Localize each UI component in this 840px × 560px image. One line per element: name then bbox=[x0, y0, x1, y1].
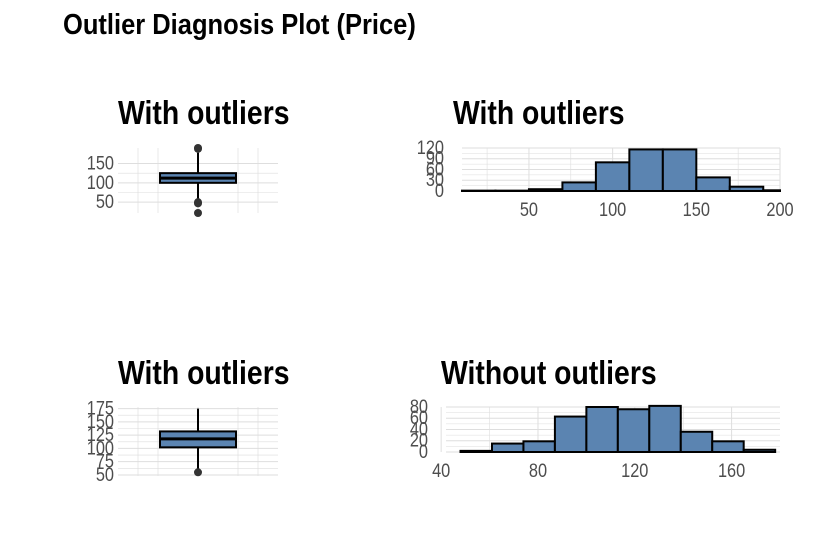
x-tick-label: 80 bbox=[529, 460, 547, 481]
x-tick-label: 160 bbox=[718, 460, 745, 481]
histogram-bar bbox=[594, 161, 631, 192]
histogram-bar bbox=[553, 415, 588, 453]
histogram-bar bbox=[561, 181, 597, 192]
histogram-bar bbox=[742, 448, 777, 453]
y-tick-label: 60 bbox=[426, 158, 444, 179]
y-tick-label: 175 bbox=[87, 397, 114, 418]
page-title: Outlier Diagnosis Plot (Price) bbox=[63, 7, 416, 40]
y-tick-label: 125 bbox=[87, 424, 114, 445]
panel-title: Without outliers bbox=[441, 354, 657, 392]
y-tick-label: 150 bbox=[87, 411, 114, 432]
histogram-bar bbox=[616, 408, 651, 453]
x-tick-label: 200 bbox=[766, 199, 793, 220]
histogram-bar bbox=[490, 442, 525, 453]
histogram-bar bbox=[585, 406, 619, 453]
y-tick-label: 60 bbox=[410, 407, 428, 428]
y-tick-label: 150 bbox=[87, 152, 114, 173]
x-tick-label: 120 bbox=[621, 460, 648, 481]
histogram-bar bbox=[695, 176, 731, 192]
y-tick-label: 50 bbox=[96, 464, 114, 485]
outlier-point bbox=[194, 468, 202, 477]
histogram-bar bbox=[527, 188, 564, 192]
histogram-bar bbox=[661, 148, 698, 192]
x-tick-label: 100 bbox=[599, 199, 626, 220]
panel-title: With outliers bbox=[118, 354, 290, 392]
panel-title: With outliers bbox=[118, 94, 290, 132]
histogram-bar bbox=[628, 148, 664, 192]
y-tick-label: 90 bbox=[426, 148, 444, 169]
y-tick-label: 75 bbox=[96, 451, 114, 472]
x-tick-label: 50 bbox=[520, 199, 538, 220]
histogram-bar bbox=[648, 404, 682, 453]
outlier-point bbox=[194, 144, 202, 153]
y-tick-label: 30 bbox=[426, 169, 444, 190]
outlier-point bbox=[194, 199, 202, 208]
histogram-bar bbox=[522, 440, 556, 453]
y-tick-label: 100 bbox=[87, 172, 114, 193]
y-tick-label: 0 bbox=[419, 441, 428, 462]
y-tick-label: 120 bbox=[417, 137, 444, 158]
y-tick-label: 50 bbox=[96, 191, 114, 212]
x-tick-label: 40 bbox=[432, 460, 450, 481]
histogram-bar bbox=[728, 185, 765, 192]
x-tick-label: 150 bbox=[683, 199, 710, 220]
histogram-bar bbox=[459, 449, 493, 453]
y-tick-label: 40 bbox=[410, 418, 428, 439]
y-tick-label: 0 bbox=[435, 180, 444, 201]
y-tick-label: 20 bbox=[410, 430, 428, 451]
outlier-point bbox=[194, 209, 202, 217]
histogram-bar bbox=[679, 430, 714, 453]
histogram-bar bbox=[711, 440, 745, 453]
panel-title: With outliers bbox=[453, 94, 625, 132]
histogram-bar bbox=[762, 189, 782, 193]
y-tick-label: 100 bbox=[87, 437, 114, 458]
y-tick-label: 80 bbox=[410, 396, 428, 417]
